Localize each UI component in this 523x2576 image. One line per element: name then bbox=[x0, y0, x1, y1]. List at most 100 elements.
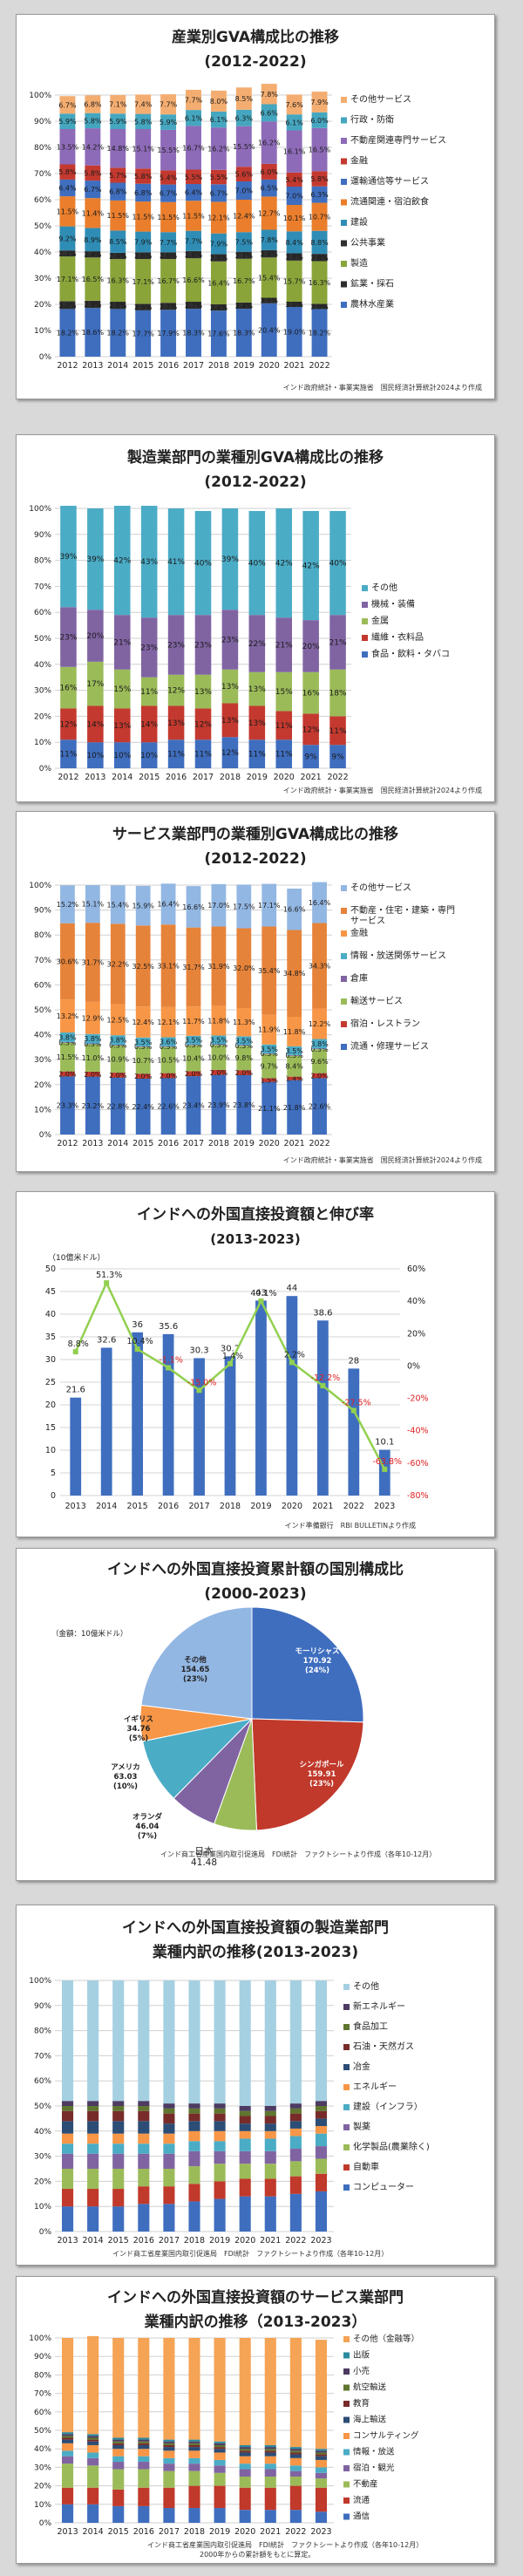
bar-segment bbox=[236, 928, 252, 1008]
bar-segment bbox=[110, 1077, 126, 1135]
bar-segment bbox=[160, 310, 177, 357]
bar-segment bbox=[138, 2441, 150, 2443]
y-tick-label: 30% bbox=[34, 2153, 51, 2162]
bar-segment bbox=[186, 927, 201, 1007]
bar-segment bbox=[135, 1073, 151, 1079]
chart-subtitle: (2013-2023) bbox=[210, 1231, 301, 1247]
bar-segment bbox=[59, 301, 76, 310]
bar-segment bbox=[312, 923, 327, 1009]
data-label: 22.6% bbox=[157, 1103, 180, 1111]
bar-segment bbox=[329, 745, 346, 768]
bar-segment bbox=[110, 885, 126, 924]
bar-segment bbox=[236, 1036, 252, 1046]
x-tick-label: 2015 bbox=[108, 2527, 129, 2537]
data-label: 23% bbox=[221, 636, 239, 644]
bar-segment bbox=[188, 2508, 200, 2523]
bar-segment bbox=[114, 506, 131, 616]
bar-segment bbox=[236, 1070, 252, 1075]
chart-subtitle: (2012-2022) bbox=[204, 53, 307, 71]
data-label: 5.9% bbox=[58, 118, 77, 126]
data-label: 18.3% bbox=[233, 330, 255, 337]
y-tick-label: 70% bbox=[34, 2390, 51, 2399]
bar-segment bbox=[87, 508, 104, 610]
data-label: 5.6% bbox=[235, 171, 254, 179]
x-tick-label: 2019 bbox=[234, 361, 255, 371]
growth-rate-marker bbox=[350, 1407, 357, 1414]
bar-segment bbox=[289, 2449, 302, 2451]
legend-swatch bbox=[343, 2336, 350, 2342]
bar-segment bbox=[312, 1073, 327, 1079]
bar-segment bbox=[264, 2477, 276, 2488]
bar-segment bbox=[87, 2153, 99, 2169]
bar-segment bbox=[110, 167, 126, 183]
bar-segment bbox=[214, 2444, 226, 2448]
growth-rate-label: 10.4% bbox=[127, 1337, 153, 1346]
legend-swatch bbox=[343, 2368, 350, 2375]
data-label: 42% bbox=[113, 557, 131, 566]
bar-segment bbox=[214, 2485, 226, 2509]
bar-segment bbox=[138, 1980, 150, 2102]
bar-segment bbox=[248, 739, 266, 768]
bar-segment bbox=[239, 2164, 251, 2179]
bar-segment bbox=[140, 742, 158, 768]
bar-segment bbox=[138, 2143, 150, 2154]
bar-segment bbox=[186, 302, 201, 310]
legend-swatch bbox=[343, 2084, 350, 2090]
bar-segment bbox=[311, 186, 328, 203]
y-tick-label: 20 bbox=[45, 1400, 56, 1410]
bar-segment bbox=[112, 2106, 125, 2111]
bar-segment bbox=[163, 2103, 175, 2109]
bar-segment bbox=[138, 2186, 150, 2205]
data-label: 7.6% bbox=[285, 101, 303, 109]
data-label: 3.5% bbox=[185, 1037, 203, 1045]
x-tick-label: 2020 bbox=[274, 773, 295, 782]
chart-subtitle: (2012-2022) bbox=[204, 850, 307, 868]
data-label: 6.7% bbox=[160, 190, 178, 198]
bar-segment bbox=[211, 1035, 227, 1045]
x-tick-label: 2017 bbox=[159, 2236, 180, 2245]
x-tick-label: 2021 bbox=[260, 2236, 281, 2245]
data-label: 40% bbox=[329, 560, 347, 569]
data-label: 5.5% bbox=[210, 174, 228, 181]
bar-segment bbox=[110, 200, 126, 231]
bar-segment bbox=[160, 94, 177, 115]
data-label: 15% bbox=[113, 685, 131, 694]
bar-segment bbox=[163, 2447, 175, 2451]
data-label: 11.5% bbox=[157, 214, 180, 221]
chart-title: インドへの外国直接投資額の製造業部門 bbox=[122, 1919, 389, 1937]
bar-segment bbox=[210, 310, 227, 357]
slice-label: シンガポール 159.91 (23%) bbox=[299, 1760, 344, 1789]
bar-segment bbox=[60, 923, 75, 1000]
chart-source: インド政府統計・事業実施省 国民経済計算統計2024より作成 bbox=[282, 384, 482, 392]
data-label: 12% bbox=[59, 720, 77, 729]
bar-segment bbox=[87, 2434, 99, 2436]
bar-segment bbox=[262, 1078, 277, 1082]
legend-label: サービス bbox=[350, 916, 385, 926]
bar-segment bbox=[110, 1035, 126, 1046]
bar-segment bbox=[236, 1007, 252, 1037]
bar-segment bbox=[264, 2150, 276, 2164]
data-label: 11.5% bbox=[182, 212, 205, 220]
data-label: 7.7% bbox=[160, 239, 178, 247]
bar-segment bbox=[135, 129, 152, 169]
bar-segment bbox=[239, 2510, 251, 2523]
bar-segment bbox=[135, 925, 151, 1007]
bar-segment bbox=[239, 2130, 251, 2139]
data-label: 3.5% bbox=[261, 1046, 279, 1053]
bar-segment bbox=[289, 2485, 302, 2511]
bar-segment bbox=[235, 167, 252, 181]
bar-segment bbox=[59, 226, 76, 251]
y-tick-label: 40% bbox=[34, 2128, 51, 2136]
bar-segment bbox=[235, 302, 252, 310]
fdi-services-chart: 0% 10% 20% 30% 40% 50% 60% 70% 80% 90% 100% 2013 201… bbox=[29, 2334, 419, 2537]
x-tick-label: 2022 bbox=[309, 361, 329, 371]
bar-segment bbox=[87, 661, 104, 706]
legend-swatch bbox=[343, 2513, 350, 2520]
pie-slice bbox=[140, 1606, 253, 1720]
y-tick-label: 5 bbox=[51, 1469, 56, 1478]
data-label: 0.3% bbox=[310, 1046, 329, 1053]
bar-segment bbox=[214, 2108, 226, 2114]
chart-source: インド政府統計・事業実施省 国民経済計算統計2024より作成 bbox=[282, 787, 482, 794]
bar-segment bbox=[112, 2169, 125, 2190]
bar-segment bbox=[163, 2338, 175, 2440]
